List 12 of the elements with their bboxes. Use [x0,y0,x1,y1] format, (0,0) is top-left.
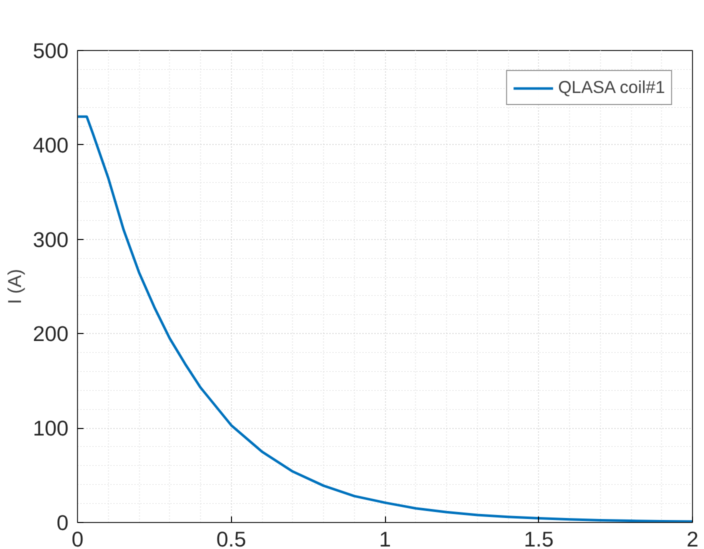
x-tick-label: 1 [379,528,391,549]
y-tick-label: 500 [32,39,69,63]
x-tick-label: 2 [686,528,698,549]
y-tick-label: 100 [32,416,69,441]
x-tick-label: 0 [72,528,84,549]
y-tick-label: 400 [32,133,69,158]
y-axis-title: I (A) [4,268,25,304]
y-tick-label: 300 [32,228,69,252]
legend-label: QLASA coil#1 [558,77,665,98]
x-tick-label: 1.5 [524,528,554,549]
x-tick-label: 0.5 [216,528,246,549]
y-tick-label: 200 [32,322,69,346]
